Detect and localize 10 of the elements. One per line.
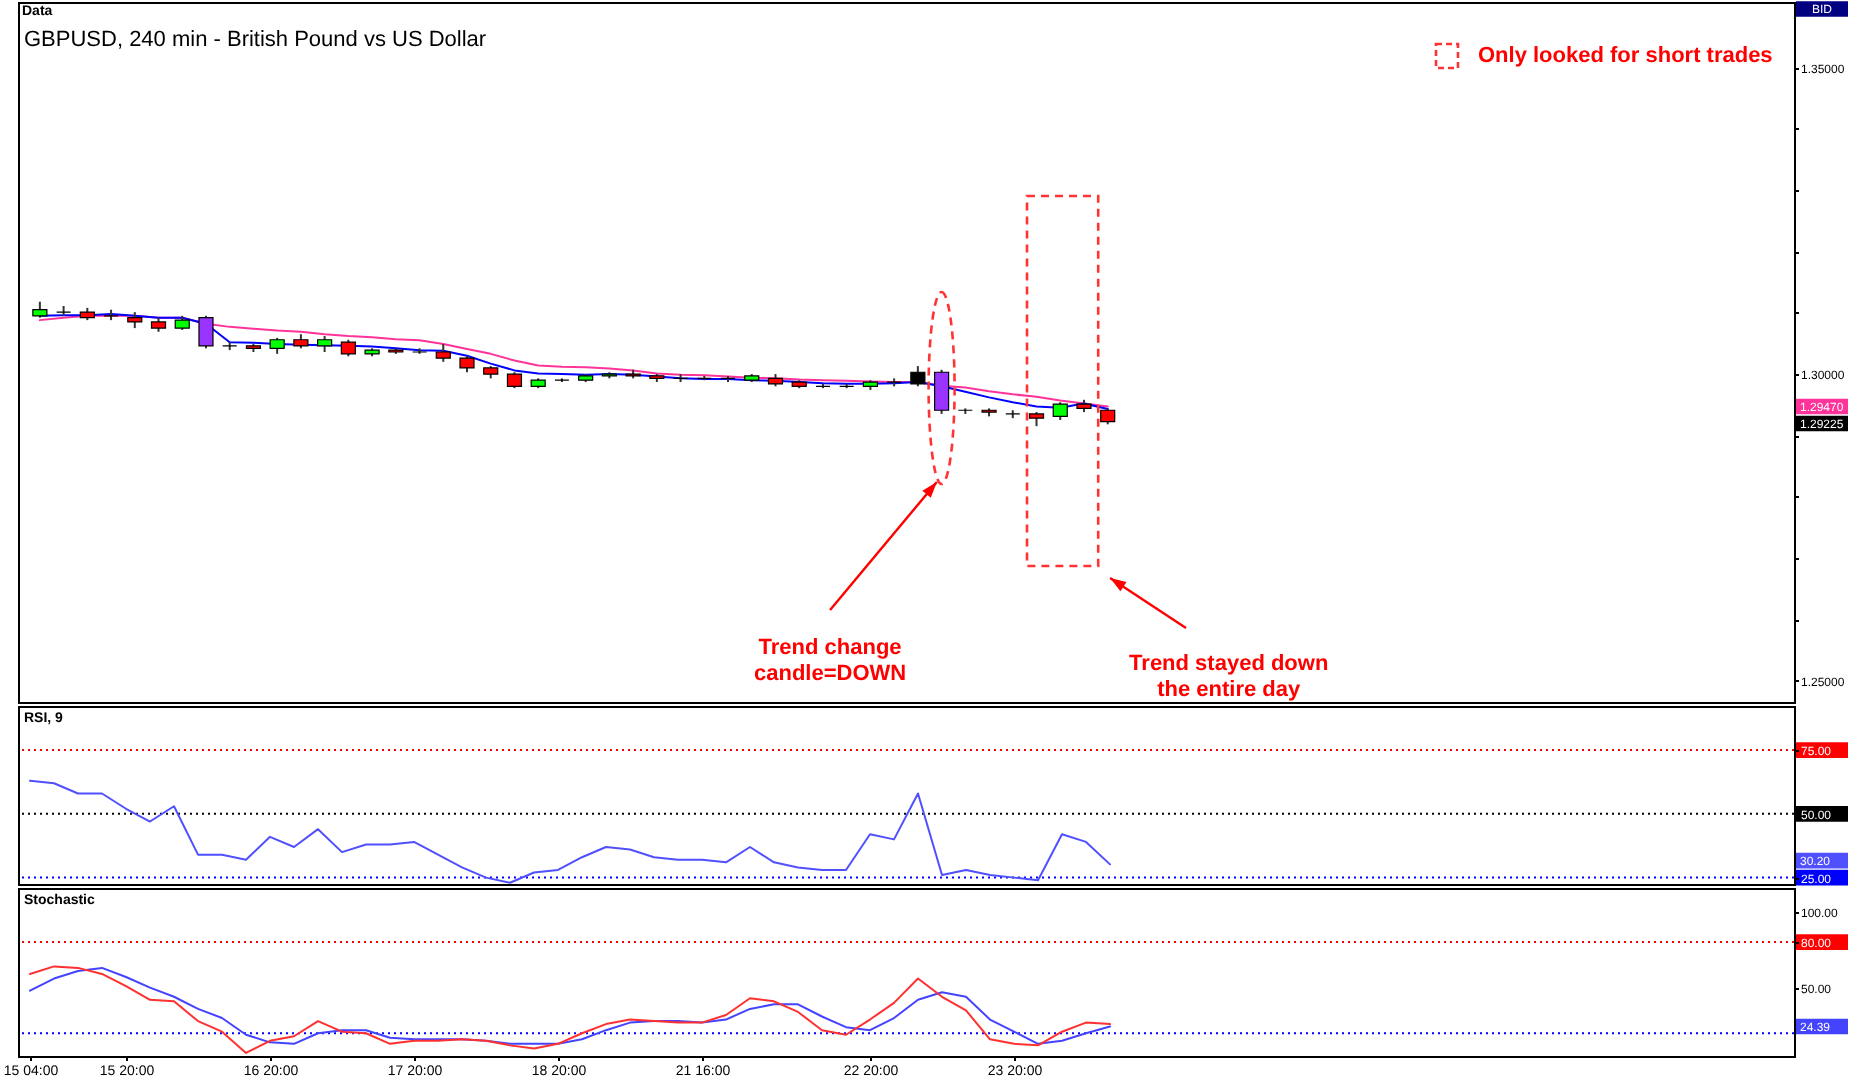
annotation: Only looked for short trades	[1478, 44, 1773, 68]
line-series	[29, 779, 1111, 884]
annotation: Trend change candle=DOWN	[753, 636, 907, 686]
annotation: Trend stayed down the entire day	[1129, 652, 1329, 702]
candlestick	[55, 305, 72, 317]
candlestick	[198, 314, 214, 350]
text: GBPUSD, 240 min - British Pound vs US Dollar	[24, 28, 487, 52]
candlestick	[957, 407, 973, 415]
candlestick	[910, 365, 926, 388]
candlestick	[933, 368, 950, 415]
